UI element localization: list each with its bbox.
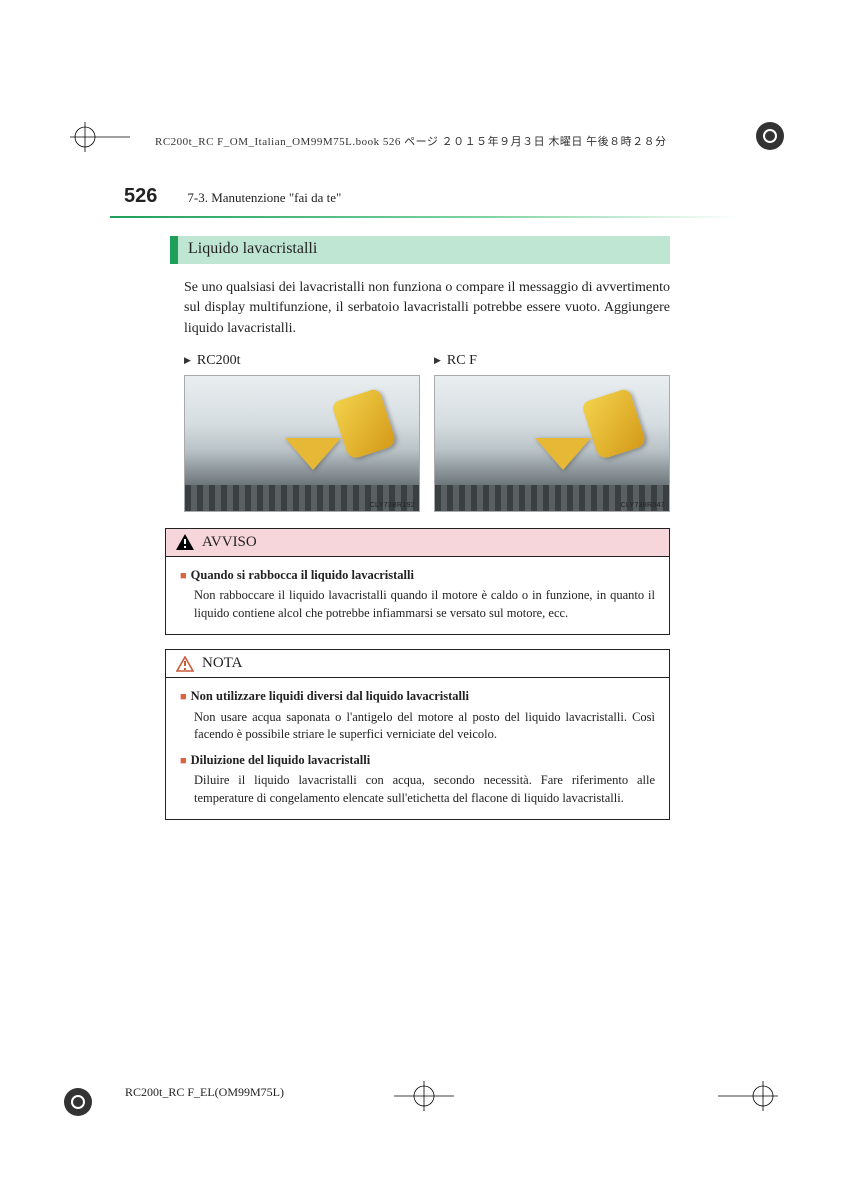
nota-item1-title: ■Non utilizzare liquidi diversi dal liqu… — [180, 688, 655, 706]
nota-header-text: NOTA — [202, 655, 242, 672]
avviso-header-text: AVVISO — [202, 534, 257, 551]
footer-code: RC200t_RC F_EL(OM99M75L) — [125, 1085, 284, 1100]
nota-item1-text: Non usare acqua saponata o l'antigelo de… — [194, 709, 655, 744]
image-code-left: CLY73BR192 — [370, 502, 415, 509]
nota-box: NOTA ■Non utilizzare liquidi diversi dal… — [165, 649, 670, 820]
body-text: Se uno qualsiasi dei lavacristalli non f… — [184, 278, 670, 339]
crop-mark-bottom-right — [718, 1081, 778, 1111]
engine-image-left: CLY73BR192 — [184, 375, 420, 512]
content-column: Liquido lavacristalli Se uno qualsiasi d… — [170, 236, 670, 820]
page-header: 526 7-3. Manutenzione "fai da te" — [110, 185, 740, 208]
section-title-bar: Liquido lavacristalli — [170, 236, 670, 264]
image-label-left: RC200t — [184, 353, 420, 369]
image-col-right: RC F CLY738R047 — [434, 353, 670, 512]
page-content: 526 7-3. Manutenzione "fai da te" Liquid… — [110, 140, 740, 834]
crop-mark-bottom-left — [60, 1084, 96, 1120]
image-row: RC200t CLY73BR192 RC F CLY738R047 — [184, 353, 670, 512]
crop-mark-top-right — [752, 118, 788, 154]
avviso-body: ■Quando si rabbocca il liquido lavacrist… — [166, 557, 669, 635]
image-code-right: CLY738R047 — [620, 502, 665, 509]
crop-mark-bottom-center — [394, 1081, 454, 1111]
section-name: 7-3. Manutenzione "fai da te" — [187, 190, 341, 206]
nota-header: NOTA — [166, 650, 669, 678]
header-rule — [110, 216, 740, 218]
caution-icon — [176, 656, 194, 672]
avviso-item-text: Non rabboccare il liquido lavacristalli … — [194, 587, 655, 622]
section-title-accent — [170, 236, 178, 264]
image-label-right: RC F — [434, 353, 670, 369]
page-number: 526 — [124, 185, 157, 208]
warning-icon — [176, 534, 194, 550]
section-title: Liquido lavacristalli — [178, 236, 327, 264]
avviso-header: AVVISO — [166, 529, 669, 557]
nota-body: ■Non utilizzare liquidi diversi dal liqu… — [166, 678, 669, 819]
avviso-item-title: ■Quando si rabbocca il liquido lavacrist… — [180, 567, 655, 585]
engine-image-right: CLY738R047 — [434, 375, 670, 512]
avviso-box: AVVISO ■Quando si rabbocca il liquido la… — [165, 528, 670, 636]
nota-item2-text: Diluire il liquido lavacristalli con acq… — [194, 772, 655, 807]
image-col-left: RC200t CLY73BR192 — [184, 353, 420, 512]
nota-item2-title: ■Diluizione del liquido lavacristalli — [180, 752, 655, 770]
